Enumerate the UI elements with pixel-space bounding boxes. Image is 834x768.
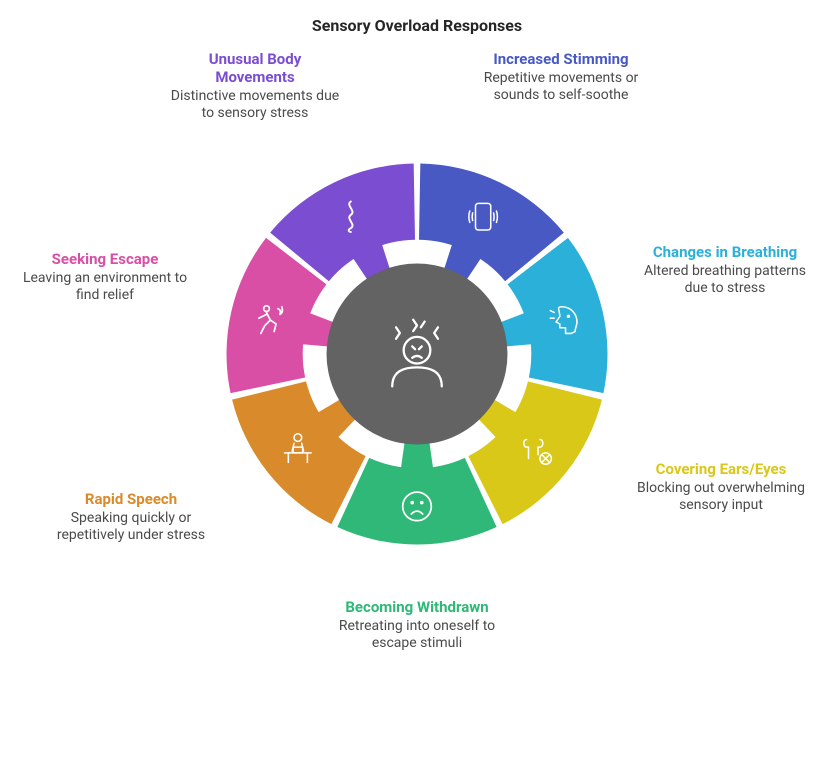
label-title-withdrawn: Becoming Withdrawn (332, 598, 502, 616)
label-desc-rapid: Speaking quickly or repetitively under s… (46, 510, 216, 544)
label-desc-escape: Leaving an environment to find relief (20, 270, 190, 304)
center-circle (327, 264, 508, 445)
label-desc-stimming: Repetitive movements or sounds to self-s… (476, 70, 646, 104)
label-desc-withdrawn: Retreating into oneself to escape stimul… (332, 618, 502, 652)
label-title-movements: Unusual Body Movements (170, 50, 340, 86)
diagram-title: Sensory Overload Responses (0, 16, 834, 35)
label-title-rapid: Rapid Speech (46, 490, 216, 508)
segment-withdrawn (337, 458, 496, 545)
label-stimming: Increased Stimming Repetitive movements o… (476, 50, 646, 104)
label-withdrawn: Becoming Withdrawn Retreating into onesel… (332, 598, 502, 652)
label-breathing: Changes in Breathing Altered breathing pa… (640, 243, 810, 297)
wheel-diagram (217, 154, 617, 554)
label-title-escape: Seeking Escape (20, 250, 190, 268)
label-covering: Covering Ears/Eyes Blocking out overwhelm… (636, 460, 806, 514)
label-title-covering: Covering Ears/Eyes (636, 460, 806, 478)
label-movements: Unusual Body MovementsDistinctive moveme… (170, 50, 340, 122)
label-rapid: Rapid Speech Speaking quickly or repetiti… (46, 490, 216, 544)
label-desc-breathing: Altered breathing patterns due to stress (640, 263, 810, 297)
label-escape: Seeking Escape Leaving an environment to … (20, 250, 190, 304)
label-title-breathing: Changes in Breathing (640, 243, 810, 261)
label-desc-movements: Distinctive movements due to sensory str… (170, 88, 340, 122)
spoke-withdrawn (401, 442, 433, 470)
label-title-stimming: Increased Stimming (476, 50, 646, 68)
label-desc-covering: Blocking out overwhelming sensory input (636, 480, 806, 514)
